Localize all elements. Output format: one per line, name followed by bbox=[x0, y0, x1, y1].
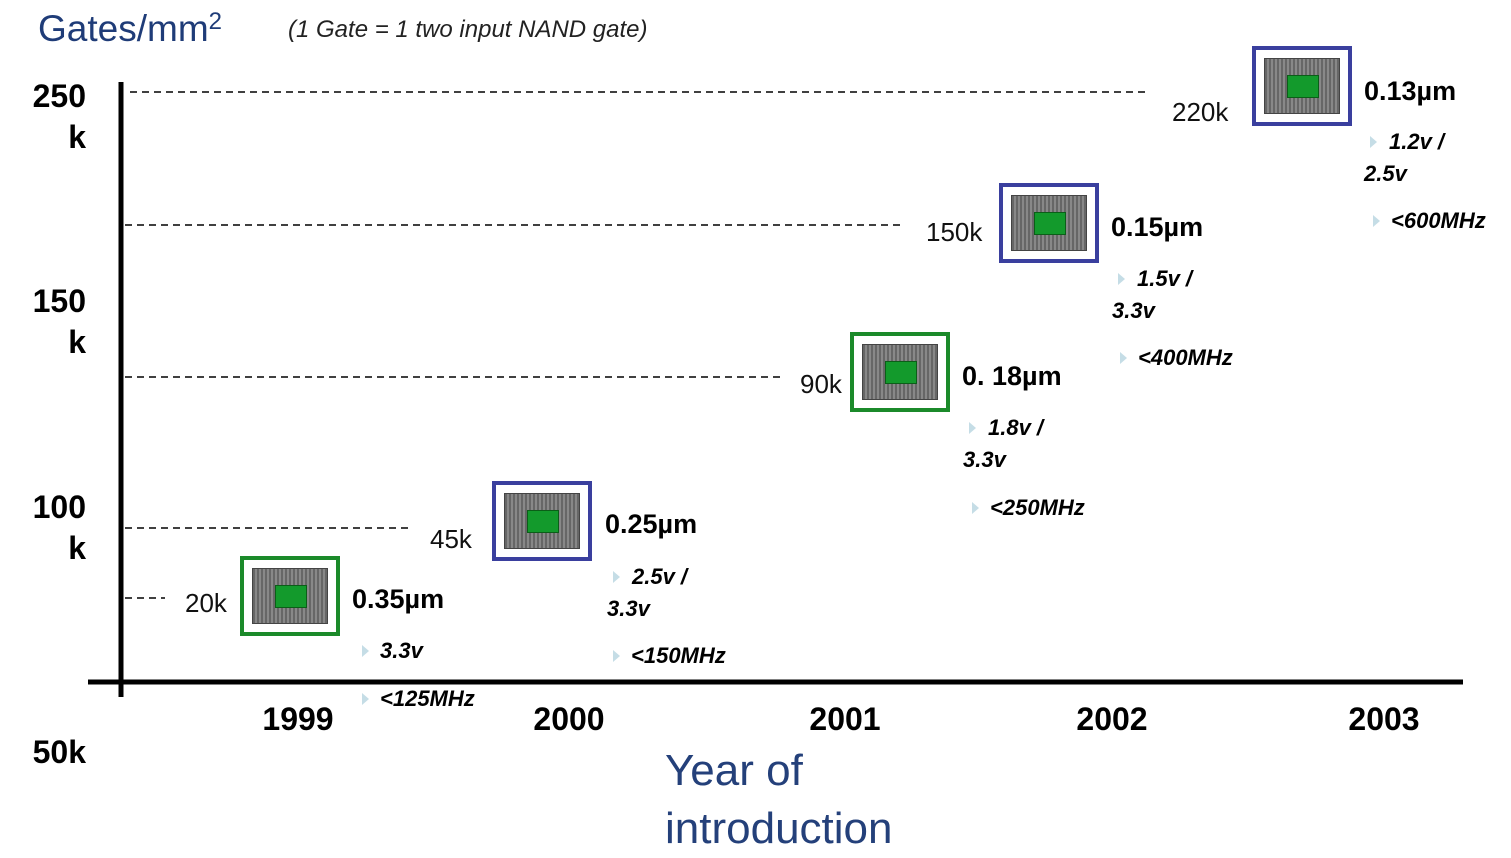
chip-die bbox=[1287, 75, 1319, 98]
bullet bbox=[362, 645, 369, 657]
frequency: <600MHz bbox=[1373, 205, 1486, 237]
chip-pkg bbox=[862, 344, 938, 400]
chip bbox=[492, 481, 592, 561]
chip-pkg bbox=[504, 493, 580, 549]
chip bbox=[240, 556, 340, 636]
bullet bbox=[1118, 273, 1125, 285]
process-node: 0.35µm bbox=[352, 584, 444, 615]
chip-pkg bbox=[252, 568, 328, 624]
x-label: 2000 bbox=[533, 701, 604, 738]
process-node: 0.25µm bbox=[605, 509, 697, 540]
gate-count: 220k bbox=[1172, 97, 1228, 128]
voltage: 1.2v / 2.5v bbox=[1364, 126, 1464, 190]
slide: {"title": "Gates/mm", "title_sup": "2", … bbox=[0, 0, 1511, 849]
bullet bbox=[613, 650, 620, 662]
bullet bbox=[1373, 215, 1380, 227]
process-node: 0. 18µm bbox=[962, 361, 1062, 392]
bullet bbox=[1120, 352, 1127, 364]
frequency: <400MHz bbox=[1120, 342, 1233, 374]
gate-count: 45k bbox=[430, 524, 472, 555]
gate-count: 90k bbox=[800, 369, 842, 400]
bullet bbox=[1370, 136, 1377, 148]
x-label: 2003 bbox=[1348, 701, 1419, 738]
process-node: 0.15µm bbox=[1111, 212, 1203, 243]
voltage: 3.3v bbox=[362, 635, 462, 667]
y-label: 250 k bbox=[16, 76, 86, 158]
gate-count: 150k bbox=[926, 217, 982, 248]
x-label: 2002 bbox=[1076, 701, 1147, 738]
chip bbox=[999, 183, 1099, 263]
chip-die bbox=[1034, 212, 1066, 235]
bullet bbox=[613, 571, 620, 583]
bullet bbox=[362, 693, 369, 705]
chip bbox=[850, 332, 950, 412]
frequency: <250MHz bbox=[972, 492, 1085, 524]
process-node: 0.13µm bbox=[1364, 76, 1456, 107]
voltage: 1.5v / 3.3v bbox=[1112, 263, 1212, 327]
y-label: 150 k bbox=[16, 281, 86, 363]
voltage: 2.5v / 3.3v bbox=[607, 561, 707, 625]
axes bbox=[0, 0, 1511, 849]
x-axis-title: Year of introduction bbox=[665, 742, 925, 858]
x-label: 2001 bbox=[809, 701, 880, 738]
frequency: <125MHz bbox=[362, 683, 475, 715]
bullet bbox=[969, 422, 976, 434]
x-label: 1999 bbox=[262, 701, 333, 738]
subtitle: (1 Gate = 1 two input NAND gate) bbox=[288, 16, 648, 44]
chip-die bbox=[885, 361, 917, 384]
bullet bbox=[972, 502, 979, 514]
chip bbox=[1252, 46, 1352, 126]
y-label: 50k bbox=[16, 732, 86, 773]
y-label: 100 k bbox=[16, 487, 86, 569]
chip-pkg bbox=[1264, 58, 1340, 114]
frequency: <150MHz bbox=[613, 640, 726, 672]
chip-pkg bbox=[1011, 195, 1087, 251]
gate-count: 20k bbox=[185, 588, 227, 619]
chip-die bbox=[527, 510, 559, 533]
voltage: 1.8v / 3.3v bbox=[963, 412, 1063, 476]
title-sup: 2 bbox=[209, 8, 222, 35]
title-text: Gates/mm bbox=[38, 8, 209, 49]
chip-die bbox=[275, 585, 307, 608]
title: Gates/mm2 bbox=[38, 8, 222, 50]
